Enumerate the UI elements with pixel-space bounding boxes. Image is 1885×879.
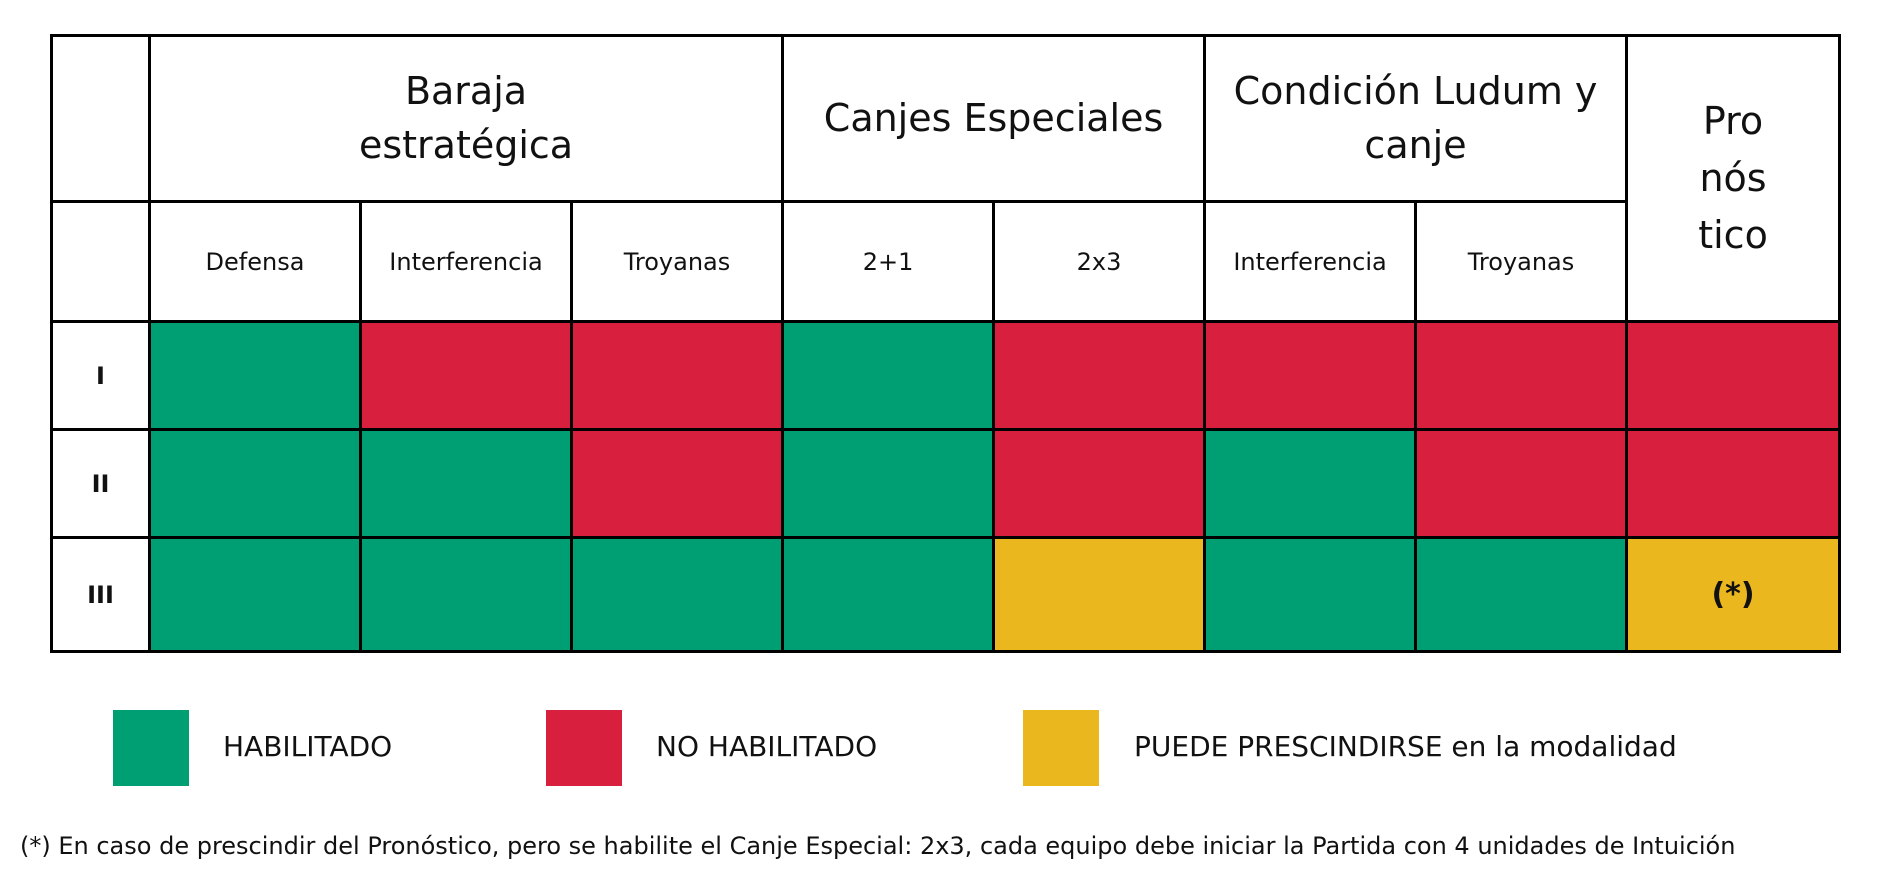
- legend-label-no-habilitado: NO HABILITADO: [656, 730, 878, 763]
- status-cell: [359, 428, 573, 539]
- corner-cell-bottom: [50, 200, 151, 323]
- table-row: II: [50, 428, 1842, 539]
- status-cell: [569, 428, 785, 539]
- legend-label-habilitado: HABILITADO: [223, 730, 393, 763]
- row-label: III: [50, 536, 151, 653]
- group-header-canjes: Canjes Especiales: [781, 34, 1207, 203]
- row-label: I: [50, 320, 151, 431]
- status-cell: [781, 536, 996, 653]
- column-header-troyanas: Troyanas: [569, 200, 785, 323]
- status-cell: [1625, 428, 1842, 539]
- status-cell: [1625, 320, 1842, 431]
- status-cell: [148, 536, 362, 653]
- group-header-condicion: Condición Ludum y canje: [1203, 34, 1629, 203]
- status-cell: [148, 320, 362, 431]
- status-cell: [148, 428, 362, 539]
- table-row: III (*): [50, 536, 1842, 653]
- group-header-condicion-text: Condición Ludum y canje: [1233, 68, 1598, 167]
- corner-cell-top: [50, 34, 151, 203]
- status-cell: [1203, 536, 1418, 653]
- column-header-interferencia: Interferencia: [359, 200, 573, 323]
- table-row: I: [50, 320, 1842, 431]
- row-label: II: [50, 428, 151, 539]
- group-header-pronostico: Pro nós tico: [1625, 34, 1842, 323]
- status-cell: [569, 320, 785, 431]
- legend-swatch-puede-prescindirse: [1023, 710, 1099, 786]
- group-header-baraja-text: Baraja estratégica: [358, 68, 574, 167]
- column-header-2x3: 2x3: [992, 200, 1207, 323]
- column-header-condicion-troyanas: Troyanas: [1414, 200, 1629, 323]
- status-cell: [1203, 320, 1418, 431]
- status-cell: [992, 320, 1207, 431]
- legend-label-puede-prescindirse: PUEDE PRESCINDIRSE en la modalidad: [1134, 730, 1677, 763]
- status-cell: [1414, 536, 1629, 653]
- status-cell: [781, 320, 996, 431]
- group-header-canjes-text: Canjes Especiales: [823, 95, 1164, 140]
- column-header-2mas1: 2+1: [781, 200, 996, 323]
- status-cell: [992, 536, 1207, 653]
- status-cell: [1203, 428, 1418, 539]
- column-header-defensa: Defensa: [148, 200, 362, 323]
- status-cell: (*): [1625, 536, 1842, 653]
- enablement-matrix: Baraja estratégica Canjes Especiales Con…: [50, 34, 1842, 653]
- group-header-baraja: Baraja estratégica: [147, 34, 785, 203]
- status-cell: [781, 428, 996, 539]
- footnote: (*) En caso de prescindir del Pronóstico…: [20, 832, 1736, 860]
- status-cell: [359, 536, 573, 653]
- group-header-pronostico-text: Pro nós tico: [1698, 99, 1768, 257]
- status-cell: [1414, 428, 1629, 539]
- legend-swatch-no-habilitado: [546, 710, 622, 786]
- status-cell: [992, 428, 1207, 539]
- legend-swatch-habilitado: [113, 710, 189, 786]
- status-cell: [1414, 320, 1629, 431]
- column-header-condicion-interferencia: Interferencia: [1203, 200, 1418, 323]
- footnote-marker: (*): [1711, 577, 1755, 612]
- status-cell: [359, 320, 573, 431]
- status-cell: [569, 536, 785, 653]
